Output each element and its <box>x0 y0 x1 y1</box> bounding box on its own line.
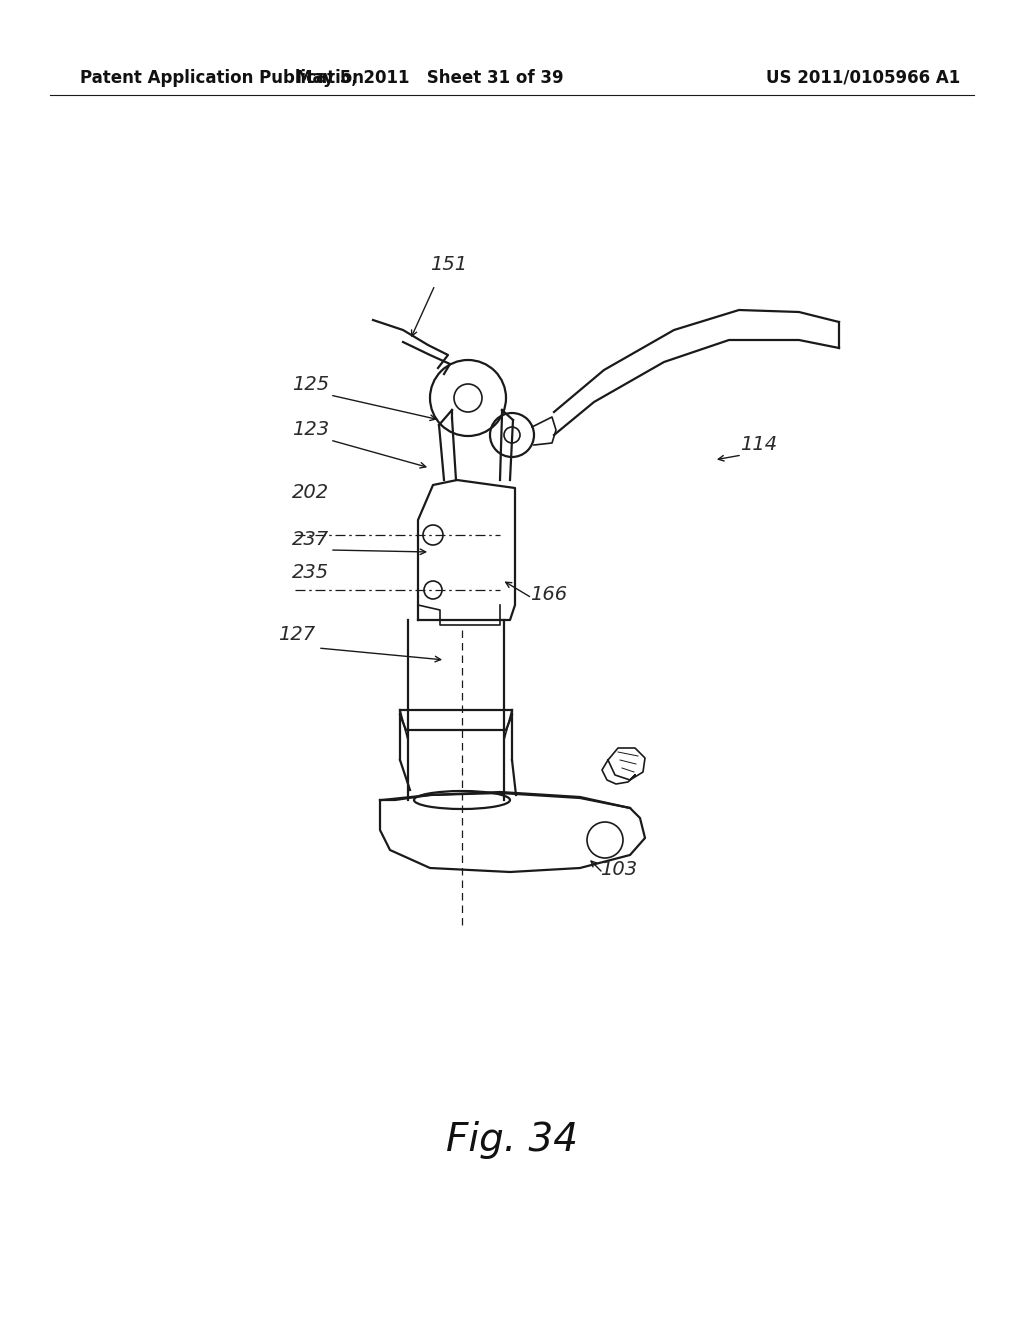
Text: Patent Application Publication: Patent Application Publication <box>80 69 364 87</box>
Text: 202: 202 <box>292 483 329 502</box>
Text: 114: 114 <box>740 436 777 454</box>
Text: Fig. 34: Fig. 34 <box>446 1121 578 1159</box>
Text: 237: 237 <box>292 531 329 549</box>
Text: May 5, 2011   Sheet 31 of 39: May 5, 2011 Sheet 31 of 39 <box>296 69 564 87</box>
Text: 166: 166 <box>530 585 567 605</box>
Text: 127: 127 <box>278 624 315 644</box>
Text: 151: 151 <box>430 255 467 275</box>
Text: 103: 103 <box>600 861 637 879</box>
Text: 125: 125 <box>292 375 329 393</box>
Text: US 2011/0105966 A1: US 2011/0105966 A1 <box>766 69 961 87</box>
Text: 235: 235 <box>292 564 329 582</box>
Text: 123: 123 <box>292 420 329 440</box>
